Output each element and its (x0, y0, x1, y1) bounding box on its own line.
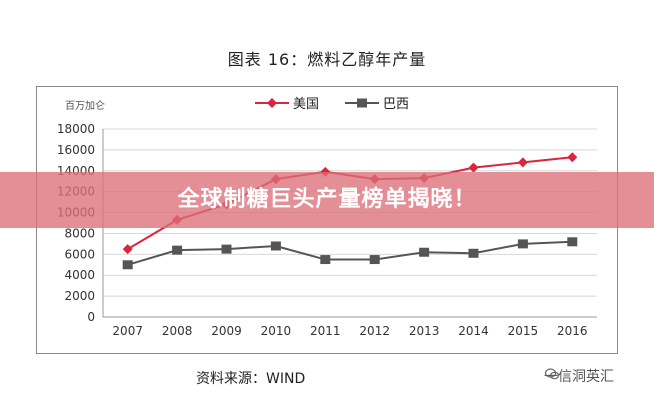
y-tick-label: 18000 (57, 122, 95, 136)
data-point (517, 157, 528, 168)
x-tick-label: 2007 (112, 324, 143, 338)
source-text: 资料来源：WIND (196, 371, 306, 387)
page-title: 图表 16：燃料乙醇年产量 (227, 50, 427, 69)
data-point (122, 244, 133, 255)
banner-text: 全球制糖巨头产量榜单揭晓！ (177, 187, 477, 212)
x-tick-label: 2015 (508, 324, 539, 338)
series-line-1 (127, 240, 573, 266)
data-point (270, 241, 281, 251)
x-tick-label: 2016 (557, 324, 588, 338)
legend-label: 美国 (293, 97, 319, 112)
x-tick-label: 2013 (409, 324, 440, 338)
data-point (369, 255, 380, 265)
x-tick-label: 2011 (310, 324, 341, 338)
x-tick-label: 2010 (261, 324, 292, 338)
y-tick-label: 16000 (57, 143, 95, 157)
legend-marker (357, 98, 367, 108)
watermark-text: 一信洞英汇 (544, 369, 614, 385)
legend-label: 巴西 (383, 97, 409, 112)
data-point (221, 244, 232, 254)
watermark: 一信洞英汇 (544, 366, 614, 386)
data-point (172, 245, 183, 255)
y-tick-label: 2000 (64, 289, 95, 303)
promo-banner: 全球制糖巨头产量榜单揭晓！ (0, 172, 654, 228)
data-point (122, 260, 133, 270)
data-point (468, 248, 479, 258)
data-point (567, 237, 578, 247)
y-tick-label: 0 (87, 310, 95, 324)
data-point (567, 152, 578, 163)
y-tick-label: 8000 (64, 226, 95, 240)
y-tick-label: 4000 (64, 268, 95, 282)
wechat-icon (544, 368, 560, 380)
data-point (419, 247, 430, 257)
data-point (320, 255, 331, 265)
x-tick-label: 2014 (458, 324, 489, 338)
y-axis-label: 百万加仑 (65, 99, 105, 112)
x-tick-label: 2009 (211, 324, 242, 338)
x-tick-label: 2012 (359, 324, 390, 338)
x-tick-label: 2008 (162, 324, 193, 338)
y-tick-label: 6000 (64, 247, 95, 261)
data-point (468, 162, 479, 173)
legend-marker (267, 98, 277, 108)
data-point (517, 239, 528, 249)
